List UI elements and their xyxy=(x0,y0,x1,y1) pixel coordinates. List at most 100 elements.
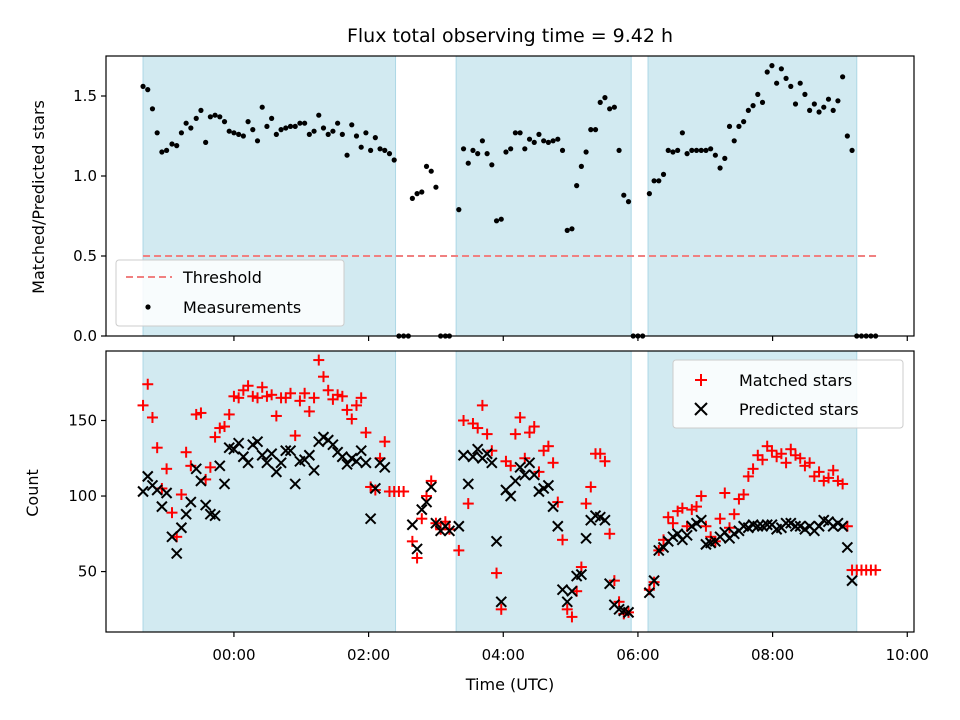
measurement-point-70 xyxy=(470,147,476,153)
measurement-point-74 xyxy=(489,162,495,168)
predicted-star-89 xyxy=(580,532,592,545)
predicted-star-16 xyxy=(209,509,221,522)
matched-star-110 xyxy=(676,502,688,514)
measurement-point-140 xyxy=(802,91,808,97)
predicted-star-5 xyxy=(156,500,168,513)
measurement-point-90 xyxy=(564,227,570,233)
predicted-star-9 xyxy=(175,522,188,534)
matched-star-139 xyxy=(813,466,825,478)
measurement-point-121 xyxy=(712,152,718,158)
matched-star-132 xyxy=(780,457,792,469)
measurement-point-2 xyxy=(145,87,151,93)
matched-star-26 xyxy=(256,381,268,393)
measurement-point-124 xyxy=(726,123,733,129)
matched-star-118 xyxy=(714,513,726,525)
measurement-point-3 xyxy=(149,106,156,112)
predicted-star-122 xyxy=(752,520,764,532)
measurement-points xyxy=(140,63,879,339)
measurement-point-44 xyxy=(344,152,350,158)
chart-title: Flux total observing time = 9.42 h xyxy=(347,25,673,47)
measurement-point-4 xyxy=(154,130,160,136)
measurement-point-47 xyxy=(358,144,364,150)
matched-star-20 xyxy=(228,390,240,402)
matched-star-19 xyxy=(223,408,235,420)
matched-star-114 xyxy=(695,490,707,502)
measurement-point-28 xyxy=(269,115,275,121)
legend-measurements-label: Measurements xyxy=(183,298,301,317)
legend-measurements-swatch xyxy=(145,304,151,310)
measurement-point-48 xyxy=(363,130,369,136)
predicted-star-93 xyxy=(599,514,611,526)
measurement-point-14 xyxy=(203,139,209,145)
matched-star-10 xyxy=(180,446,192,458)
matched-star-2 xyxy=(142,378,154,390)
predicted-star-100 xyxy=(648,574,660,587)
predicted-star-55 xyxy=(416,503,428,516)
measurement-point-19 xyxy=(226,128,232,134)
matched-star-67 xyxy=(458,414,470,426)
matched-star-151 xyxy=(870,564,882,576)
measurement-point-89 xyxy=(559,147,566,153)
measurement-point-34 xyxy=(297,120,303,126)
measurement-point-139 xyxy=(797,80,803,86)
matched-star-42 xyxy=(332,389,344,401)
predicted-star-36 xyxy=(303,449,316,461)
matched-star-89 xyxy=(561,603,573,615)
predicted-star-65 xyxy=(467,451,479,463)
measurement-point-51 xyxy=(377,146,383,152)
predicted-star-141 xyxy=(841,541,854,554)
measurement-point-128 xyxy=(745,107,751,113)
matched-star-81 xyxy=(524,427,536,439)
measurement-point-9 xyxy=(178,130,185,136)
predicted-star-46 xyxy=(350,455,363,467)
measurement-point-77 xyxy=(503,149,509,155)
matched-star-16 xyxy=(209,431,221,443)
matched-star-50 xyxy=(369,484,381,496)
measurement-point-122 xyxy=(717,165,723,171)
measurement-point-88 xyxy=(555,136,561,142)
measurement-point-32 xyxy=(287,123,294,129)
predicted-star-25 xyxy=(251,435,264,448)
predicted-star-54 xyxy=(411,543,423,555)
matched-star-24 xyxy=(247,390,259,402)
measurement-point-61 xyxy=(423,163,430,169)
measurement-point-25 xyxy=(254,138,261,144)
matched-star-68 xyxy=(462,498,474,510)
legend-matched-label: Matched stars xyxy=(739,371,852,390)
matched-star-33 xyxy=(289,430,301,442)
matched-star-113 xyxy=(691,501,703,513)
top-y-axis-label: Matched/Predicted stars xyxy=(29,100,48,294)
predicted-star-71 xyxy=(495,596,507,608)
predicted-star-56 xyxy=(420,496,433,508)
top-ytick-label-1: 0.0 xyxy=(73,327,97,345)
predicted-star-84 xyxy=(556,583,569,596)
matched-star-21 xyxy=(233,392,245,404)
predicted-star-85 xyxy=(561,596,573,608)
measurement-point-62 xyxy=(428,168,434,174)
legend-threshold-label: Threshold xyxy=(182,268,262,287)
matched-star-15 xyxy=(204,461,216,473)
bottom-xtick-label-5: 08:00 xyxy=(751,646,794,664)
measurement-point-103 xyxy=(625,199,632,205)
measurement-point-135 xyxy=(778,66,784,72)
predicted-star-66 xyxy=(471,443,484,455)
predicted-star-12 xyxy=(190,463,202,475)
predicted-star-14 xyxy=(199,499,212,511)
measurement-point-149 xyxy=(844,133,850,139)
predicted-star-32 xyxy=(284,445,297,457)
measurement-point-141 xyxy=(807,107,813,113)
predicted-star-86 xyxy=(566,585,578,597)
measurement-point-46 xyxy=(353,133,360,139)
measurement-point-142 xyxy=(811,101,817,107)
measurement-point-87 xyxy=(550,138,556,144)
matched-star-144 xyxy=(837,478,849,490)
bottom-xtick-label-4: 06:00 xyxy=(616,646,659,664)
measurement-point-111 xyxy=(665,147,671,153)
measurement-point-107 xyxy=(646,191,652,197)
matched-star-142 xyxy=(827,464,839,476)
measurement-point-93 xyxy=(578,163,584,169)
measurement-point-127 xyxy=(741,119,747,125)
matched-star-107 xyxy=(662,511,674,523)
measurement-point-133 xyxy=(769,63,775,69)
predicted-star-8 xyxy=(170,547,183,560)
